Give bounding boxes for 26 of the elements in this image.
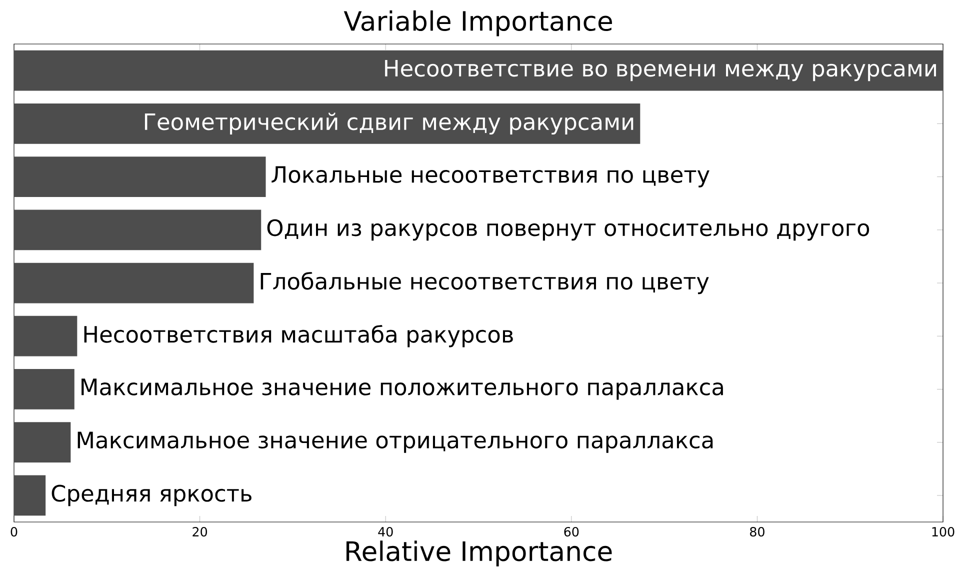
- bar: [14, 422, 71, 463]
- bar: [14, 210, 262, 250]
- bar: [14, 156, 266, 197]
- bar: [14, 103, 640, 144]
- bar: [14, 50, 944, 91]
- y-tick-label: Локальные несоответствия по цвету: [272, 166, 710, 188]
- x-tick-label: 80: [750, 526, 764, 537]
- bar: [14, 475, 46, 516]
- x-axis-title: Relative Importance: [346, 540, 612, 566]
- bar: [14, 316, 78, 356]
- y-tick-label: Глобальные несоответствия по цвету: [260, 272, 709, 294]
- y-tick-label: Максимальное значение отрицательного параллакса: [78, 432, 713, 453]
- bar: [14, 262, 254, 304]
- x-tick-label: 0: [10, 526, 18, 537]
- y-tick-label: Средняя яркость: [52, 484, 252, 506]
- y-tick-label: Несоответствие во времени между ракурсами: [385, 60, 936, 82]
- y-tick-label: Несоответствия масштаба ракурсов: [84, 325, 513, 348]
- bar: [14, 369, 74, 410]
- x-tick-label: 20: [192, 526, 208, 537]
- x-tick-label: 40: [378, 526, 393, 537]
- y-tick-label: Один из ракурсов повернут относительно другого: [267, 219, 870, 241]
- y-tick-label: Максимальное значение положительного параллакса: [82, 378, 723, 400]
- x-tick-label: 100: [932, 526, 954, 537]
- x-tick-label: 60: [564, 526, 579, 537]
- y-tick-label: Геометрический сдвиг между ракурсами: [144, 112, 634, 135]
- chart-title: Variable Importance: [344, 10, 612, 36]
